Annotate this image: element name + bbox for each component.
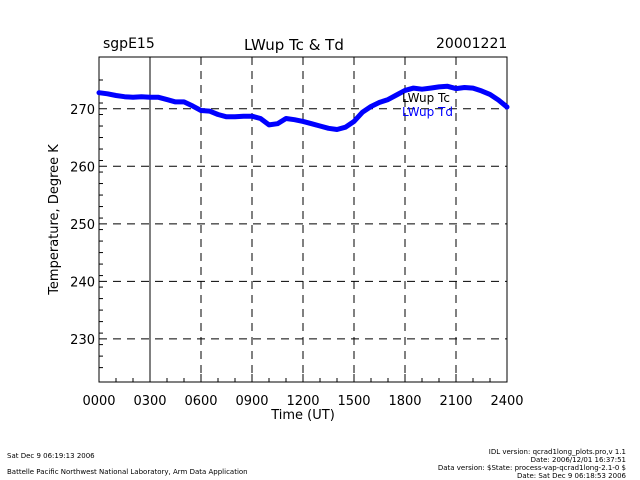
y-tick-label: 260 (70, 160, 95, 175)
date-label: 20001221 (436, 36, 508, 52)
grid-layer (99, 57, 507, 382)
footer-idl-version: IDL version: qcrad1long_plots.pro,v 1.1 (488, 448, 626, 456)
footer-data-version: Data version: $State: process-vap-qcrad1… (437, 464, 626, 472)
y-tick-label: 240 (70, 275, 95, 290)
chart-title: LWup Tc & Td (244, 36, 344, 54)
x-tick-label: 1500 (337, 394, 370, 409)
y-tick-label: 230 (70, 333, 95, 348)
series-line-td (96, 83, 510, 132)
x-tick-label: 2100 (439, 394, 472, 409)
x-axis-title: Time (UT) (270, 408, 335, 423)
y-axis-title: Temperature, Degree K (47, 144, 62, 296)
x-tick-label: 1200 (286, 394, 319, 409)
site-label: sgpE15 (103, 36, 155, 52)
footer-data-date: Date: Sat Dec 9 06:18:53 2006 (517, 472, 626, 480)
tick-layer (98, 79, 508, 382)
label-layer: 0000 0300 0600 0900 1200 1500 1800 2100 2400 230 2… (47, 103, 524, 423)
footer-timestamp: Sat Dec 9 06:19:13 2006 (7, 452, 95, 460)
x-tick-label: 2400 (490, 394, 523, 409)
x-tick-label: 0900 (235, 394, 268, 409)
y-tick-label: 270 (70, 103, 95, 118)
x-tick-label: 0300 (133, 394, 166, 409)
legend-label-td: LWup Td (402, 105, 453, 119)
x-tick-label: 0000 (82, 394, 115, 409)
series-layer (96, 83, 510, 132)
x-tick-label: 0600 (184, 394, 217, 409)
footer-idl-date: Date: 2006/12/01 16:37:51 (530, 456, 626, 464)
y-tick-label: 250 (70, 218, 95, 233)
x-tick-label: 1800 (388, 394, 421, 409)
legend-label-tc: LWup Tc (402, 91, 450, 105)
footer-lab: Battelle Pacific Northwest National Labo… (7, 468, 248, 476)
